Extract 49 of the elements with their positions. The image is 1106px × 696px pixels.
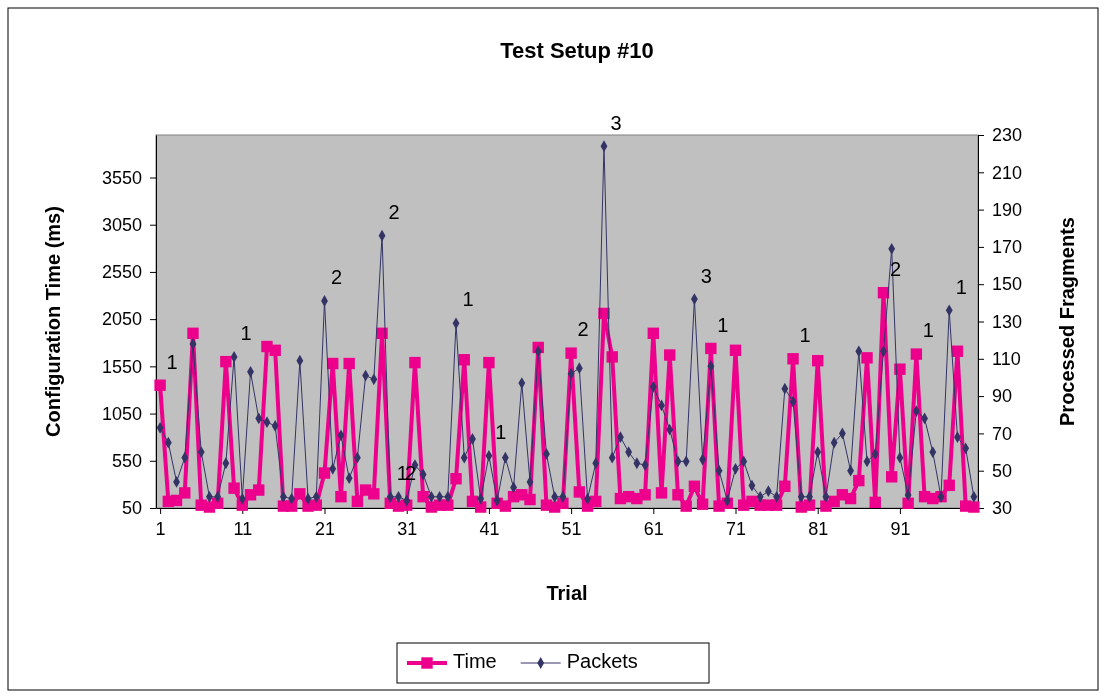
x-tick-label: 41 — [479, 518, 500, 539]
x-tick-label: 71 — [725, 518, 747, 539]
y2-tick-label: 70 — [992, 423, 1013, 444]
y2-tick-label: 230 — [992, 125, 1023, 146]
legend-label: Time — [453, 650, 497, 673]
annotation: 1 — [166, 350, 178, 373]
x-tick-label: 21 — [314, 518, 336, 539]
annotation: 1 — [462, 288, 474, 311]
y-tick-label: 3050 — [101, 214, 142, 235]
y2-tick-label: 30 — [992, 498, 1013, 519]
y2-tick-label: 130 — [992, 311, 1023, 332]
annotation: 1 — [799, 324, 811, 347]
x-tick-label: 31 — [397, 518, 418, 539]
x-tick-label: 81 — [808, 518, 829, 539]
y-tick-label: 2550 — [101, 262, 142, 283]
y2-tick-label: 170 — [992, 237, 1023, 258]
annotation: 2 — [388, 201, 400, 224]
annotation: 3 — [700, 264, 712, 287]
x-tick-label: 91 — [890, 518, 911, 539]
y2-tick-label: 110 — [992, 349, 1021, 370]
chart-title: Test Setup #10 — [500, 38, 654, 63]
x-tick-label: 11 — [233, 518, 253, 539]
y-tick-label: 3550 — [101, 167, 142, 188]
x-axis-title: Trial — [546, 582, 588, 604]
y-tick-label: 550 — [111, 451, 142, 472]
y2-tick-label: 190 — [992, 199, 1023, 220]
y2-tick-label: 150 — [992, 274, 1023, 295]
y2-tick-label: 90 — [992, 386, 1013, 407]
annotation: 1 — [922, 319, 934, 342]
x-tick-label: 51 — [561, 518, 582, 539]
annotation: 2 — [330, 266, 343, 289]
annotation: 1 — [495, 421, 507, 444]
annotation: 3 — [610, 111, 622, 134]
y-tick-label: 1550 — [101, 356, 142, 377]
annotation: 1 — [955, 275, 967, 298]
legend-label: Packets — [566, 650, 638, 673]
y-tick-label: 2050 — [101, 309, 142, 330]
annotation: 2 — [577, 318, 589, 341]
annotation: 1 — [240, 322, 252, 345]
y-tick-label: 1050 — [101, 403, 142, 424]
annotation: 1 — [396, 461, 408, 484]
y-tick-label: 50 — [121, 498, 142, 519]
y2-axis-title: Processed Fragments — [1056, 217, 1078, 426]
y2-tick-label: 50 — [992, 460, 1013, 481]
y-axis-title: Configuration Time (ms) — [42, 206, 64, 437]
y2-tick-label: 210 — [992, 162, 1023, 183]
x-tick-label: 61 — [643, 518, 664, 539]
x-tick-label: 1 — [155, 518, 166, 539]
annotation: 1 — [717, 313, 729, 336]
